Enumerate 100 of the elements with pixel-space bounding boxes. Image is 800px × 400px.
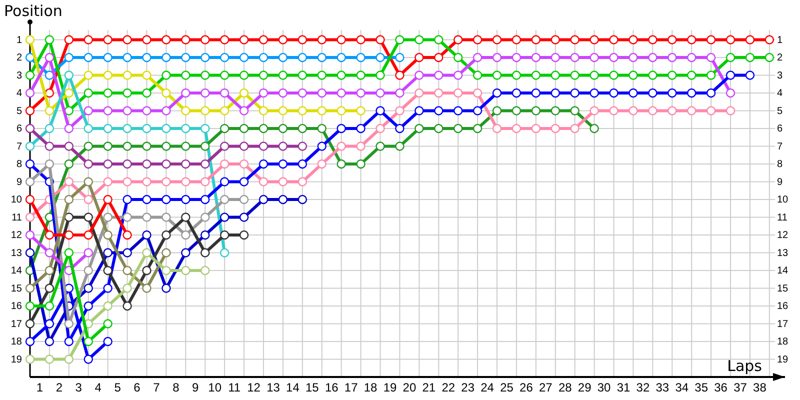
point [687, 88, 696, 98]
point [142, 230, 152, 240]
point [44, 319, 54, 328]
point [25, 52, 35, 62]
point [531, 52, 541, 62]
point [317, 124, 326, 134]
point [200, 212, 210, 222]
point [356, 70, 366, 80]
x-tick-label: 5 [114, 380, 122, 395]
x-tick-label: 3 [75, 380, 82, 395]
point [64, 142, 74, 151]
point [103, 319, 112, 328]
y-tick-label: 8 [16, 159, 22, 170]
point [84, 354, 93, 364]
point [200, 70, 210, 80]
point [395, 88, 404, 98]
point [472, 124, 482, 134]
point [44, 248, 54, 258]
y2-tick-label: 1 [777, 34, 783, 46]
point [142, 124, 152, 134]
point [648, 88, 658, 98]
point [298, 124, 308, 134]
point [84, 52, 93, 62]
point [162, 70, 171, 80]
point [220, 177, 230, 186]
point [200, 88, 210, 98]
point [668, 70, 677, 80]
point [25, 177, 35, 186]
point [317, 35, 326, 44]
point [376, 124, 385, 134]
point [142, 70, 152, 80]
point [103, 70, 112, 80]
point [162, 212, 171, 222]
point [181, 194, 190, 204]
point [317, 88, 326, 98]
point [122, 106, 132, 116]
point [64, 248, 74, 258]
point [64, 212, 74, 222]
point [356, 159, 366, 169]
point [200, 52, 210, 62]
point [162, 88, 171, 98]
y2-tick-label: 4 [777, 88, 783, 100]
x-tick-label: 29 [578, 380, 592, 395]
point [25, 212, 35, 222]
point [84, 159, 93, 169]
x-tick-label: 30 [597, 380, 612, 395]
point [142, 106, 152, 116]
point [278, 52, 288, 62]
point [64, 35, 74, 44]
point [84, 88, 93, 98]
x-tick-label: 38 [753, 380, 767, 395]
point [336, 159, 346, 169]
y2-tick-label: 11 [777, 212, 788, 224]
point [142, 35, 152, 44]
point [550, 52, 560, 62]
point [122, 284, 132, 293]
point [84, 124, 93, 134]
point [376, 52, 385, 62]
point [220, 142, 230, 151]
y-tick-label: 11 [12, 212, 22, 224]
y2-tick-label: 17 [777, 318, 789, 330]
point [726, 52, 736, 62]
point [44, 159, 54, 169]
y-tick-label: 7 [16, 141, 22, 152]
point [239, 230, 249, 240]
point [25, 106, 35, 116]
point [512, 70, 522, 80]
point [200, 248, 210, 258]
point [181, 52, 190, 62]
point [395, 52, 404, 62]
point [64, 319, 74, 328]
point [376, 35, 385, 44]
point [376, 70, 385, 80]
point [142, 212, 152, 222]
point [181, 106, 190, 116]
point [122, 88, 132, 98]
point [414, 70, 424, 80]
x-tick-label: 17 [344, 380, 358, 395]
point [745, 52, 755, 62]
point [122, 142, 132, 151]
point [103, 301, 112, 311]
point [336, 106, 346, 116]
point [434, 88, 444, 98]
point [200, 266, 210, 276]
point [162, 142, 171, 151]
point [239, 52, 249, 62]
point [628, 106, 638, 116]
point [181, 159, 190, 169]
point [687, 106, 696, 116]
point [103, 212, 112, 222]
x-tick-label: 21 [422, 380, 436, 395]
point [531, 106, 541, 116]
point [142, 248, 152, 258]
point [44, 336, 54, 346]
point [220, 124, 230, 134]
point [84, 336, 93, 346]
point [745, 35, 755, 44]
point [25, 142, 35, 151]
point [453, 70, 463, 80]
point [570, 35, 580, 44]
